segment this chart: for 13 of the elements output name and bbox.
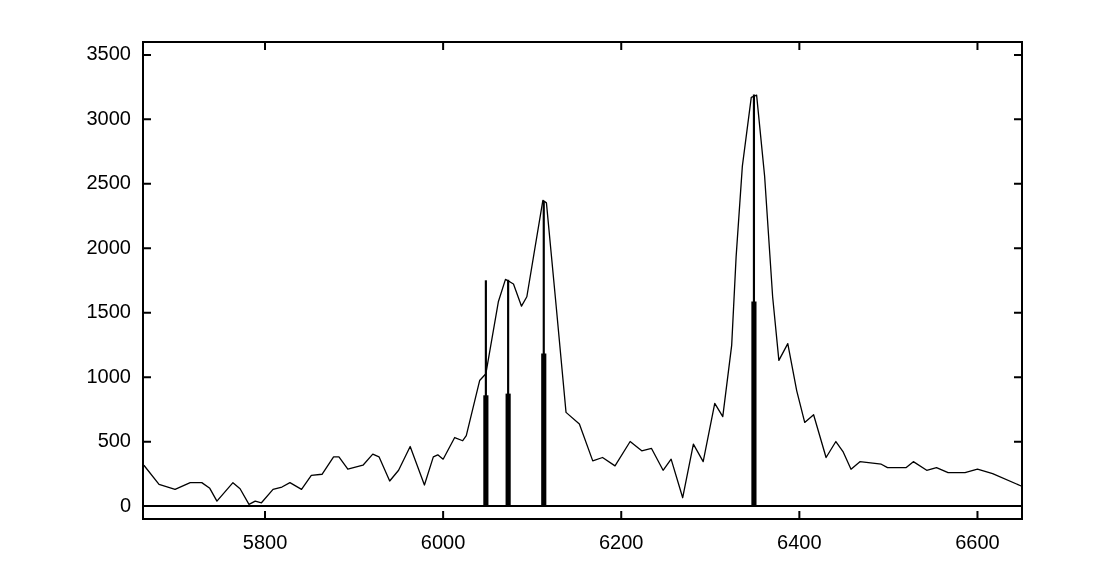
y-tick-label: 2000: [86, 235, 131, 258]
y-tick-label: 1000: [86, 364, 131, 387]
x-tick-label: 6600: [955, 530, 1000, 553]
y-tick-label: 0: [119, 493, 131, 516]
x-tick-label: 6000: [420, 530, 466, 553]
y-tick-label: 2500: [86, 171, 131, 194]
y-tick-label: 3500: [86, 42, 131, 65]
y-tick-label: 1500: [86, 300, 131, 323]
y-tick-label: 3000: [86, 106, 131, 129]
x-tick-label: 6200: [598, 530, 644, 553]
x-tick-label: 6400: [777, 530, 822, 553]
y-tick-label: 500: [97, 429, 131, 452]
x-tick-label: 5800: [242, 530, 288, 553]
